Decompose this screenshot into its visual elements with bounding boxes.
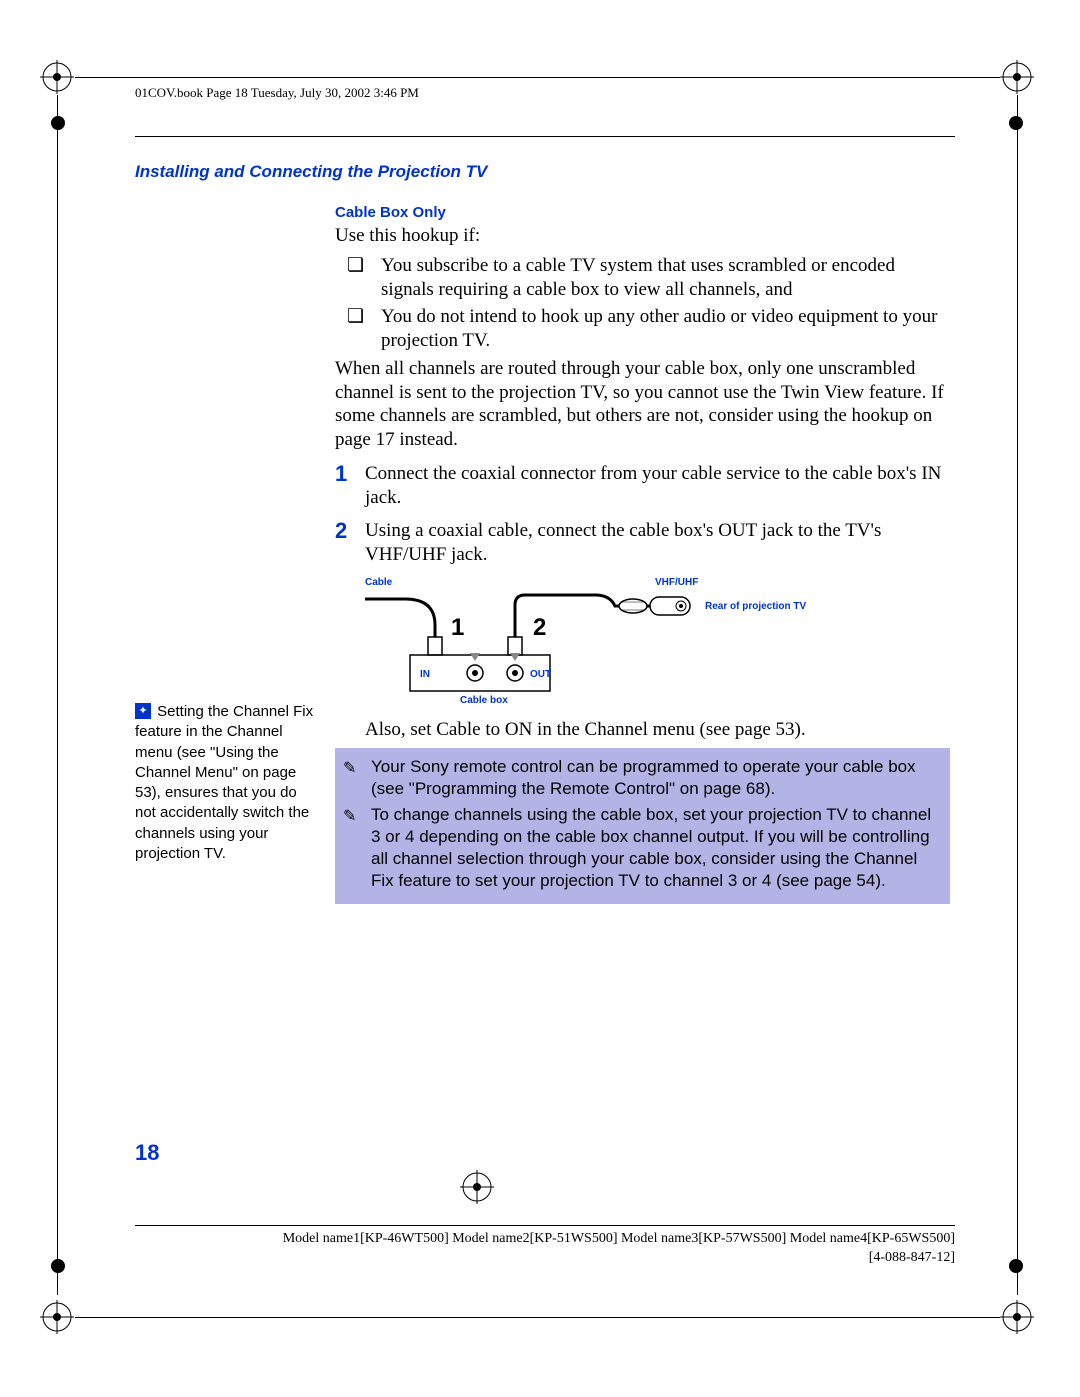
sidebar-tip: ✦ Setting the Channel Fix feature in the… xyxy=(135,702,320,864)
crop-line xyxy=(1017,95,1018,1295)
page-number: 18 xyxy=(135,1140,159,1166)
step-text: Connect the coaxial connector from your … xyxy=(365,462,950,510)
crop-mark-br xyxy=(1000,1300,1034,1334)
note-text: Your Sony remote control can be programm… xyxy=(371,756,942,800)
footer-docnum: [4-088-847-12] xyxy=(135,1249,955,1268)
bullet-mark: ❏ xyxy=(335,305,381,353)
after-diagram-text: Also, set Cable to ON in the Channel men… xyxy=(365,718,950,742)
note-text: To change channels using the cable box, … xyxy=(371,804,942,892)
diag-label-in: IN xyxy=(420,669,430,680)
running-header: 01COV.book Page 18 Tuesday, July 30, 200… xyxy=(135,85,955,101)
pencil-icon: ✎ xyxy=(343,804,371,892)
step-item: 1 Connect the coaxial connector from you… xyxy=(335,462,950,510)
intro-text: Use this hookup if: xyxy=(335,224,950,248)
diag-label-box: Cable box xyxy=(460,695,508,705)
step-number: 2 xyxy=(335,519,365,567)
crop-mark-bottom-center xyxy=(460,1170,494,1204)
header-rule xyxy=(135,136,955,137)
note-box: ✎ Your Sony remote control can be progra… xyxy=(335,748,950,905)
register-dot xyxy=(50,1258,66,1274)
diag-num-1: 1 xyxy=(451,614,464,641)
sidebar-tip-text: Setting the Channel Fix feature in the C… xyxy=(135,703,313,862)
footer-models: Model name1[KP-46WT500] Model name2[KP-5… xyxy=(135,1230,955,1249)
bullet-item: ❏ You do not intend to hook up any other… xyxy=(335,305,950,353)
step-text: Using a coaxial cable, connect the cable… xyxy=(365,519,950,567)
step-item: 2 Using a coaxial cable, connect the cab… xyxy=(335,519,950,567)
register-dot xyxy=(50,115,66,131)
bullet-mark: ❏ xyxy=(335,254,381,302)
diag-label-cable: Cable xyxy=(365,577,393,588)
hookup-diagram: Cable VHF/UHF Rear of projection TV 1 xyxy=(365,575,950,710)
section-title: Installing and Connecting the Projection… xyxy=(135,162,955,182)
bullet-text: You do not intend to hook up any other a… xyxy=(381,305,950,353)
crop-line xyxy=(75,1317,1000,1318)
diag-num-2: 2 xyxy=(533,614,546,641)
crop-line xyxy=(75,77,1000,78)
diag-label-out: OUT xyxy=(530,669,551,680)
register-dot xyxy=(1008,1258,1024,1274)
bullet-text: You subscribe to a cable TV system that … xyxy=(381,254,950,302)
register-dot xyxy=(1008,115,1024,131)
pencil-icon: ✎ xyxy=(343,756,371,800)
crop-mark-tr xyxy=(1000,60,1034,94)
crop-line xyxy=(57,95,58,1295)
diag-label-vhf: VHF/UHF xyxy=(655,577,698,588)
footer: Model name1[KP-46WT500] Model name2[KP-5… xyxy=(135,1218,955,1268)
bullet-item: ❏ You subscribe to a cable TV system tha… xyxy=(335,254,950,302)
sub-heading: Cable Box Only xyxy=(335,204,950,221)
diag-label-rear: Rear of projection TV xyxy=(705,601,806,612)
crop-mark-bl xyxy=(40,1300,74,1334)
paragraph: When all channels are routed through you… xyxy=(335,357,950,452)
step-number: 1 xyxy=(335,462,365,510)
lightbulb-icon: ✦ xyxy=(135,703,151,719)
crop-mark-tl xyxy=(40,60,74,94)
